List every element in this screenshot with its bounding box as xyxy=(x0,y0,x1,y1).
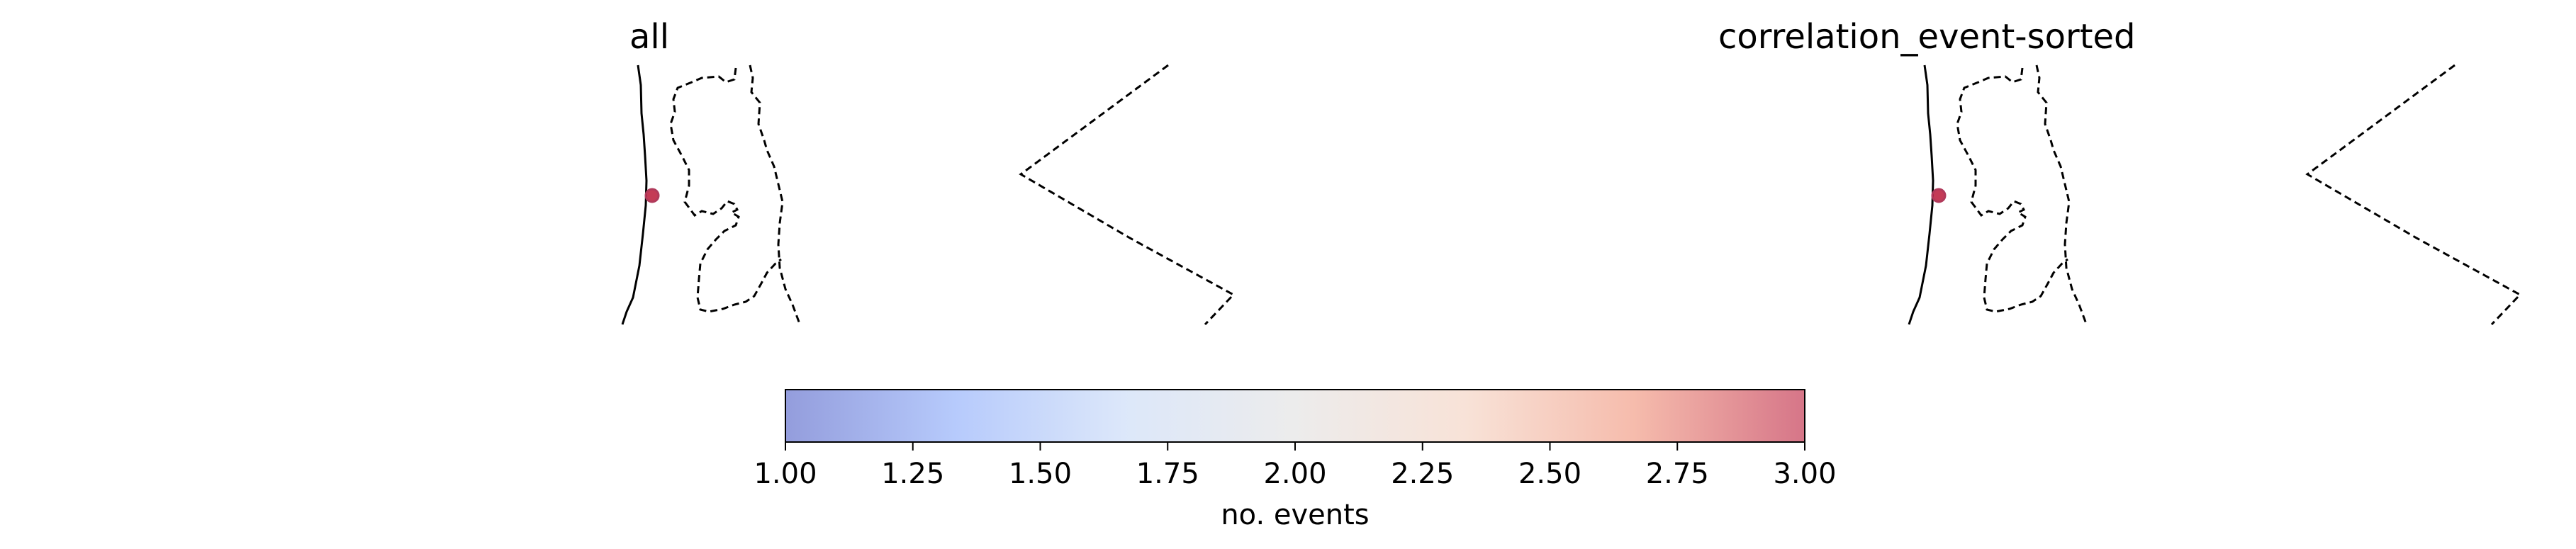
colorbar-tick: 1.00 xyxy=(754,442,817,490)
border-line-chevron xyxy=(1019,64,1236,326)
colorbar-tick-label: 1.00 xyxy=(754,458,817,490)
panel-title-all: all xyxy=(629,17,669,57)
colorbar-tick-label: 1.50 xyxy=(1009,458,1072,490)
colorbar-tick-label: 2.25 xyxy=(1391,458,1454,490)
colorbar-label: no. events xyxy=(1221,499,1369,531)
colorbar: 1.00 1.25 1.50 1.75 2.00 2.25 xyxy=(754,389,1837,531)
border-line-chevron xyxy=(2305,64,2522,326)
event-marker xyxy=(644,188,660,203)
colorbar-gradient xyxy=(785,390,1805,442)
colorbar-tick-label: 2.50 xyxy=(1518,458,1581,490)
colorbar-tick: 2.75 xyxy=(1646,442,1709,490)
panel-title-correlation-event-sorted: correlation_event-sorted xyxy=(1718,17,2136,57)
colorbar-tick-label: 1.25 xyxy=(881,458,944,490)
colorbar-tick-label: 1.75 xyxy=(1136,458,1199,490)
colorbar-tick: 1.75 xyxy=(1136,442,1199,490)
event-marker xyxy=(1931,188,1947,203)
map-panel-all: all xyxy=(621,17,1236,326)
coastline xyxy=(621,64,648,325)
colorbar-tick-label: 2.00 xyxy=(1263,458,1326,490)
map-panel-correlation: correlation_event-sorted xyxy=(1718,17,2522,326)
border-line-region xyxy=(669,67,782,313)
colorbar-tick: 1.25 xyxy=(881,442,944,490)
colorbar-tick-label: 3.00 xyxy=(1773,458,1836,490)
event-markers xyxy=(1931,188,1947,203)
colorbar-tick: 2.00 xyxy=(1263,442,1327,490)
colorbar-tick: 3.00 xyxy=(1773,442,1837,490)
coastline xyxy=(1908,64,1934,325)
colorbar-tick: 1.50 xyxy=(1009,442,1072,490)
border-line-inner xyxy=(749,64,801,324)
border-line-inner xyxy=(2035,64,2088,324)
border-line-region xyxy=(1956,67,2068,313)
colorbar-tick: 2.25 xyxy=(1391,442,1454,490)
colorbar-tick: 2.50 xyxy=(1518,442,1581,490)
colorbar-ticks: 1.00 1.25 1.50 1.75 2.00 2.25 xyxy=(754,442,1837,490)
colorbar-tick-label: 2.75 xyxy=(1646,458,1709,490)
event-markers xyxy=(644,188,660,203)
